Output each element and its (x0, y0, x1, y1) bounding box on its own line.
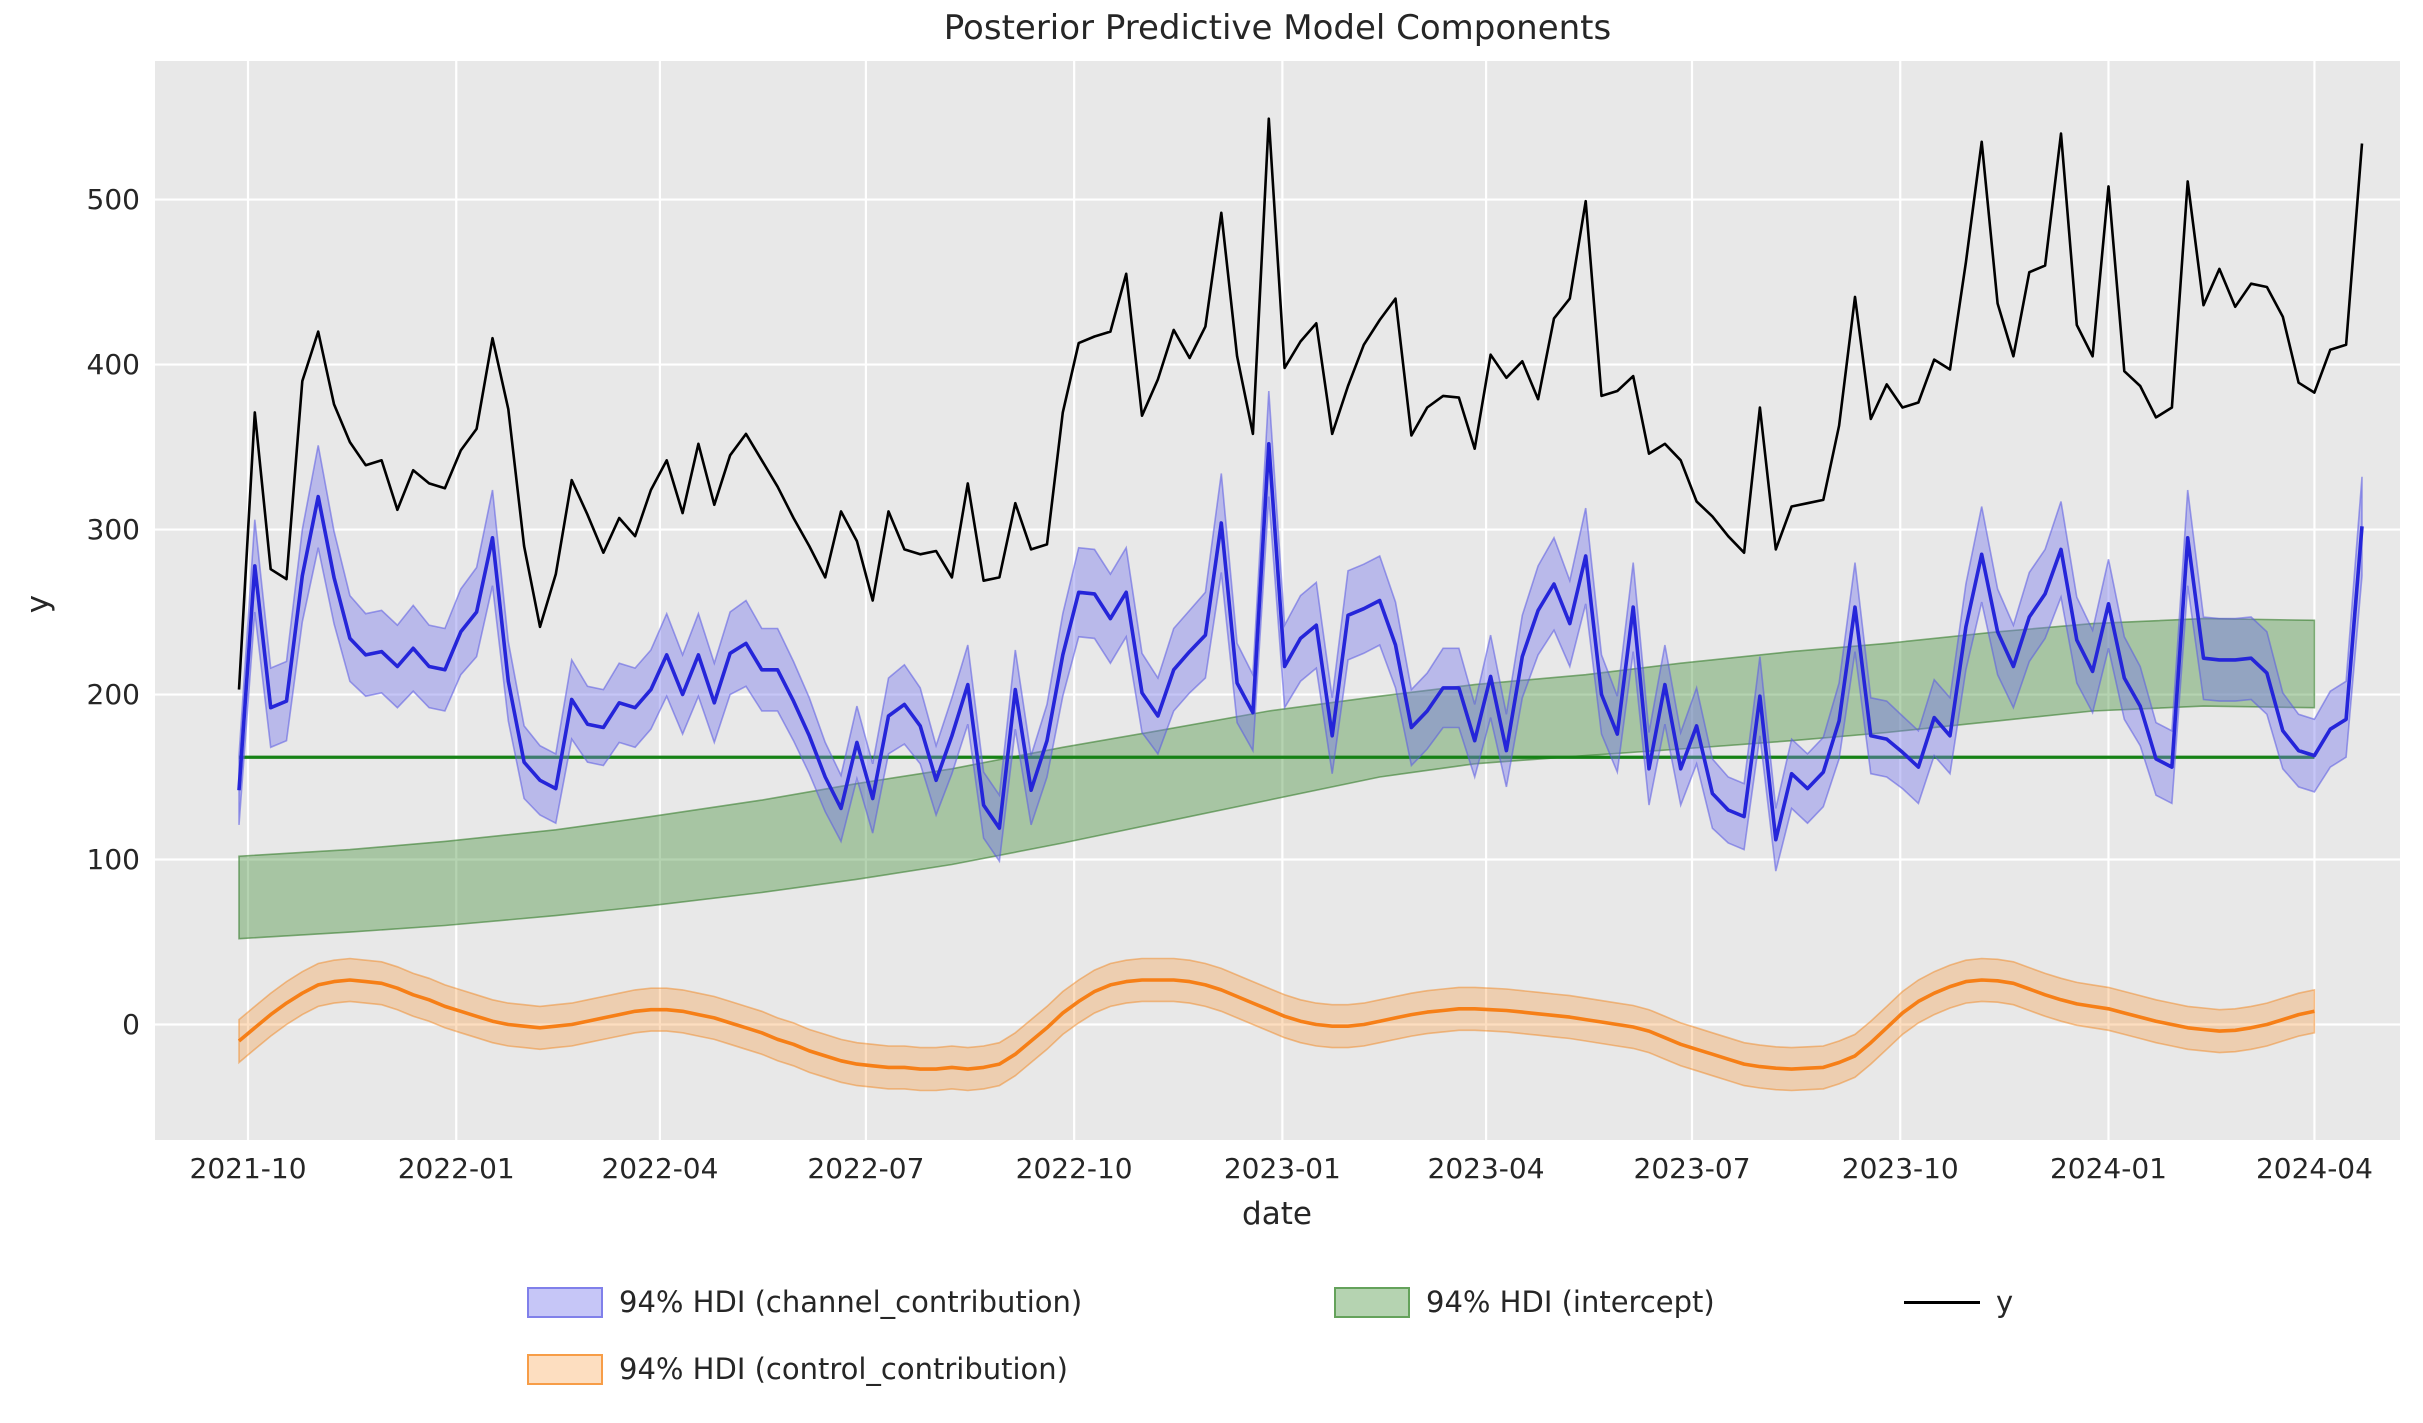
x-tick-label: 2023-07 (1633, 1152, 1751, 1185)
y-tick-label: 0 (122, 1007, 140, 1041)
y-axis-label: y (20, 594, 56, 614)
y-tick-label: 100 (86, 842, 140, 876)
chart-title: Posterior Predictive Model Components (943, 8, 1612, 48)
x-tick-label: 2023-04 (1427, 1152, 1545, 1185)
y-tick-label: 200 (86, 677, 140, 711)
y-line-swatch (1904, 1300, 1980, 1304)
x-tick-label: 2022-01 (397, 1152, 515, 1185)
y-tick-label: 300 (86, 512, 140, 546)
x-tick-label: 2022-04 (601, 1152, 719, 1185)
legend-label-intercept: 94% HDI (intercept) (1426, 1285, 1715, 1319)
channel-hdi-swatch (527, 1286, 603, 1318)
x-tick-label: 2024-04 (2255, 1152, 2373, 1185)
x-tick-label: 2021-10 (189, 1152, 307, 1185)
control-hdi-swatch (527, 1353, 603, 1385)
legend-label-control: 94% HDI (control_contribution) (619, 1352, 1068, 1386)
x-tick-label: 2022-10 (1015, 1152, 1133, 1185)
control-hdi-band (238, 957, 2316, 1092)
y-tick-label: 400 (86, 347, 140, 381)
x-tick-label: 2023-10 (1841, 1152, 1959, 1185)
x-tick-label: 2023-01 (1223, 1152, 1341, 1185)
legend-item-channel-hdi: 94% HDI (channel_contribution) (527, 1285, 1082, 1319)
channel-line (237, 442, 2364, 842)
channel-hdi-band (238, 390, 2363, 872)
intercept-hdi-swatch (1334, 1286, 1410, 1318)
x-axis-label: date (1242, 1196, 1312, 1232)
intercept-hdi-band (238, 617, 2316, 940)
legend-label-y: y (1996, 1285, 2014, 1319)
control-line (237, 978, 2315, 1071)
y-tick-label: 500 (86, 182, 140, 216)
legend-item-control-hdi: 94% HDI (control_contribution) (527, 1352, 1068, 1386)
x-tick-label: 2022-07 (807, 1152, 925, 1185)
legend-item-intercept-hdi: 94% HDI (intercept) (1334, 1285, 1715, 1319)
legend-label-channel: 94% HDI (channel_contribution) (619, 1285, 1083, 1319)
x-tick-label: 2024-01 (2049, 1152, 2167, 1185)
y-line (237, 117, 2364, 690)
legend-item-y: y (1904, 1285, 2013, 1319)
